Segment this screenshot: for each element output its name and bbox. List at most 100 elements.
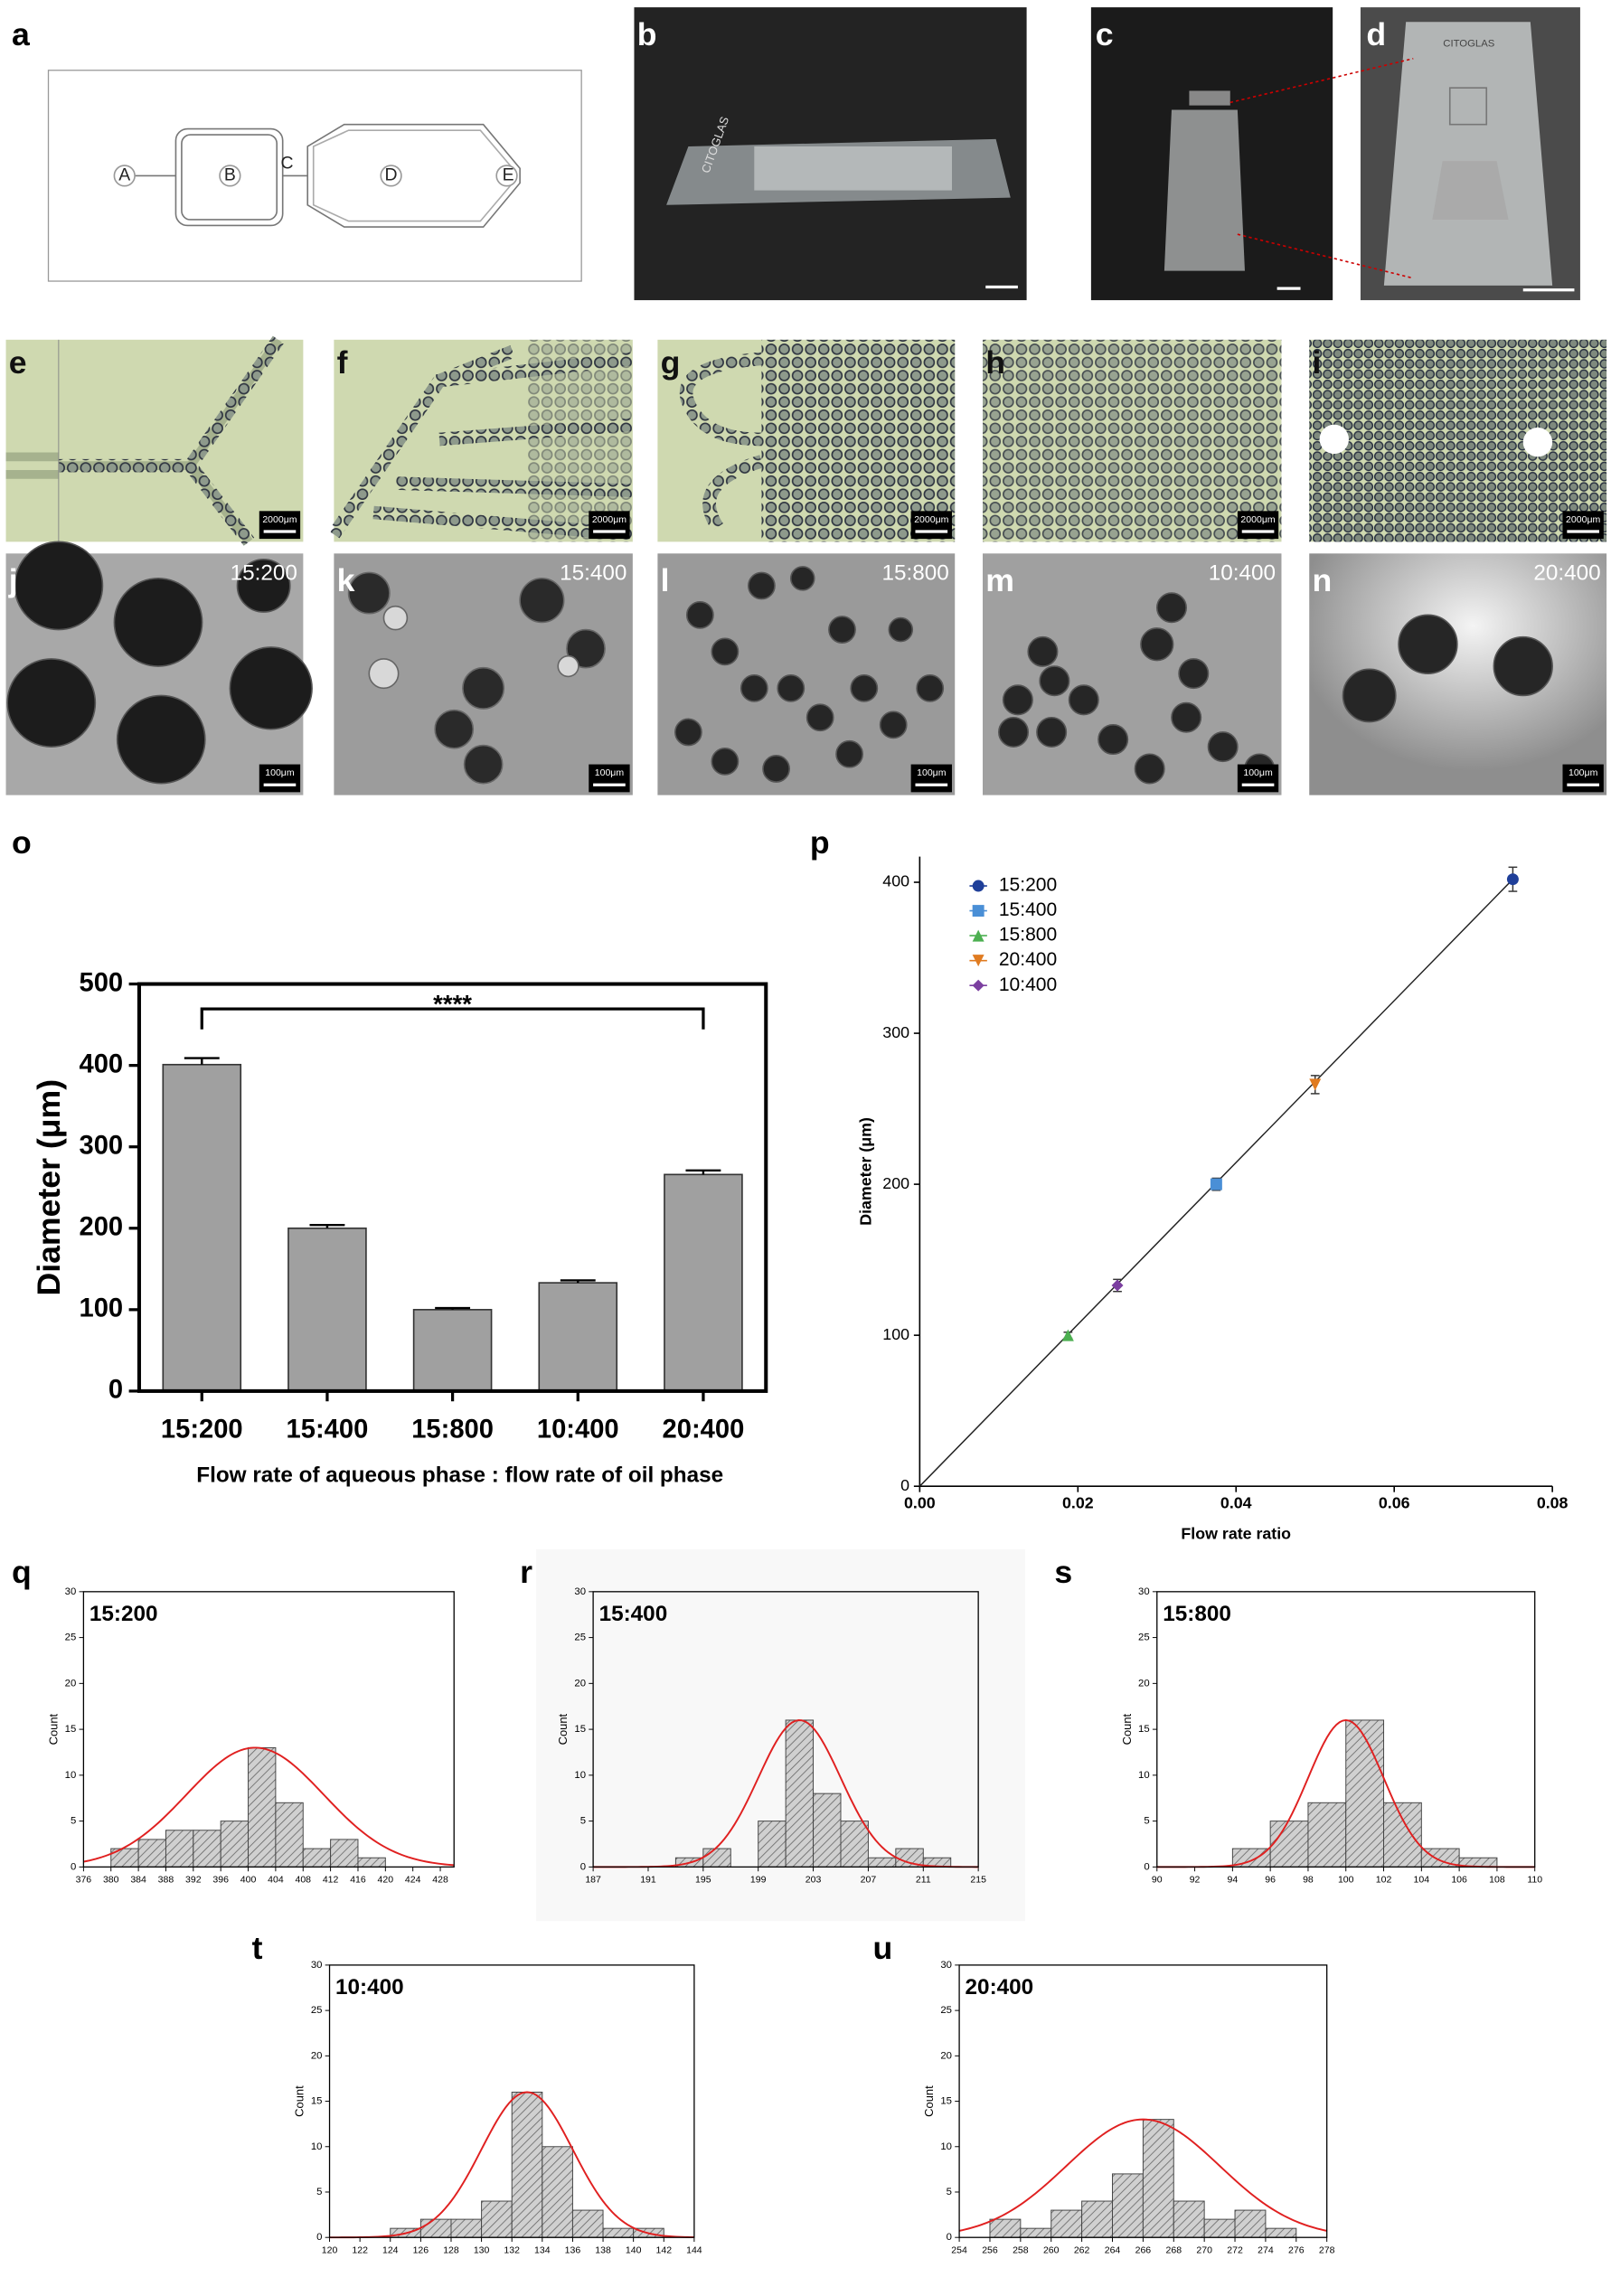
photo-b: CITOGLAS	[634, 7, 1027, 301]
x-tick-label: 195	[695, 1875, 711, 1886]
y-tick-label: 20	[940, 2050, 952, 2061]
x-tick-label: 404	[268, 1875, 284, 1886]
chart-title: 15:200	[90, 1602, 158, 1626]
y-tick-label: 15	[65, 1724, 77, 1735]
photo-label: 15:400	[560, 560, 626, 585]
scale-bar-label: 100μm	[917, 767, 947, 778]
legend-label: 15:800	[999, 925, 1057, 946]
x-tick-label: 260	[1043, 2245, 1060, 2256]
x-tick-label: 104	[1414, 1875, 1430, 1886]
plot-frame	[592, 1591, 979, 1868]
marker	[1111, 1279, 1124, 1292]
photo-c	[1090, 7, 1333, 301]
x-tick-label: 268	[1165, 2245, 1182, 2256]
x-axis-label: Flow rate ratio	[1181, 1524, 1291, 1542]
y-tick-label: 100	[882, 1325, 909, 1343]
y-tick-label: 5	[580, 1816, 586, 1827]
chip-text: CITOGLAS	[1443, 39, 1495, 50]
x-tick-label: 0.00	[904, 1493, 936, 1511]
x-tick-label: 424	[405, 1875, 421, 1886]
y-tick-label: 300	[882, 1023, 909, 1041]
marker	[972, 929, 984, 942]
scale-bar-box	[589, 511, 630, 540]
bar	[664, 1173, 743, 1392]
photo-i	[1309, 339, 1607, 542]
y-tick-label: 30	[65, 1586, 77, 1597]
zoom-line	[1229, 58, 1414, 104]
panel-letter: g	[661, 344, 681, 381]
x-tick-label: 187	[585, 1875, 601, 1886]
x-tick-label: 138	[595, 2245, 611, 2256]
x-tick-label: 130	[474, 2245, 490, 2256]
histogram-bar	[193, 1830, 221, 1868]
y-tick-label: 25	[65, 1633, 77, 1643]
x-tick-label: 376	[76, 1875, 92, 1886]
chart-title: 15:400	[599, 1602, 668, 1626]
marker	[972, 979, 984, 992]
y-tick-label: 0	[580, 1861, 586, 1872]
x-tick-label: 266	[1135, 2245, 1152, 2256]
x-tick-label: 122	[352, 2245, 368, 2256]
schematic-label: A	[118, 165, 130, 185]
x-tick-label: 142	[656, 2245, 673, 2256]
x-tick-label: 278	[1319, 2245, 1335, 2256]
x-tick-label: 203	[806, 1875, 822, 1886]
x-tick-label: 380	[103, 1875, 119, 1886]
y-tick-label: 25	[1138, 1633, 1150, 1643]
panel-letter: n	[1312, 562, 1332, 598]
histogram-bar	[1173, 2200, 1205, 2238]
histogram-bar	[813, 1793, 842, 1868]
y-tick-label: 15	[311, 2096, 323, 2107]
x-tick-label: 254	[951, 2245, 967, 2256]
marker	[972, 880, 984, 892]
scale-bar-label: 100μm	[595, 767, 625, 778]
x-tick-label: 96	[1265, 1875, 1276, 1886]
histogram-bar	[758, 1821, 787, 1868]
histogram-bar	[1142, 2119, 1174, 2238]
histogram-bar	[248, 1746, 277, 1868]
photo-h	[983, 339, 1282, 542]
significance-bracket	[200, 1007, 705, 1030]
legend-label: 20:400	[999, 949, 1057, 970]
scale-bar-label: 2000μm	[1566, 514, 1600, 525]
x-tick-label: 400	[240, 1875, 257, 1886]
panel-letter: d	[1366, 16, 1386, 52]
histogram-bar	[481, 2200, 513, 2238]
histogram-bar	[1112, 2173, 1144, 2238]
scale-bar-box	[1237, 511, 1279, 540]
y-tick-label: 20	[574, 1678, 586, 1689]
zoom-line	[1237, 233, 1414, 279]
marker	[1506, 873, 1519, 886]
histogram-bar	[1050, 2209, 1083, 2238]
x-tick-label: 392	[185, 1875, 202, 1886]
histogram-bar	[989, 2218, 1022, 2238]
x-tick-label: 384	[130, 1875, 146, 1886]
bar	[287, 1227, 367, 1392]
histogram-bar	[1081, 2200, 1113, 2238]
x-tick-label: 144	[686, 2245, 702, 2256]
scale-bar-label: 100μm	[1569, 767, 1598, 778]
x-tick-label: 420	[378, 1875, 394, 1886]
y-tick-label: 25	[311, 2005, 323, 2016]
x-tick-label: 98	[1303, 1875, 1314, 1886]
x-tick-label: 199	[750, 1875, 767, 1886]
y-tick-label: 0	[316, 2232, 322, 2243]
y-tick-label: 20	[65, 1678, 77, 1689]
panel-letter: h	[985, 344, 1005, 381]
histogram-bar	[357, 1857, 386, 1868]
y-axis-label: Count	[556, 1713, 570, 1745]
x-tick-label: 124	[382, 2245, 399, 2256]
plot-frame	[82, 1591, 455, 1868]
x-tick-label: 10:400	[537, 1415, 619, 1444]
x-tick-label: 20:400	[663, 1415, 745, 1444]
scale-bar-label: 100μm	[1243, 767, 1273, 778]
histogram-bar	[1383, 1802, 1422, 1868]
x-tick-label: 0.06	[1379, 1493, 1410, 1511]
histogram-bar	[511, 2092, 543, 2238]
x-tick-label: 15:800	[411, 1415, 494, 1444]
y-tick-label: 25	[940, 2005, 952, 2016]
y-tick-label: 30	[574, 1586, 586, 1597]
photo-l	[657, 553, 956, 795]
histogram-bar	[275, 1802, 304, 1868]
y-tick-label: 0	[71, 1861, 76, 1872]
